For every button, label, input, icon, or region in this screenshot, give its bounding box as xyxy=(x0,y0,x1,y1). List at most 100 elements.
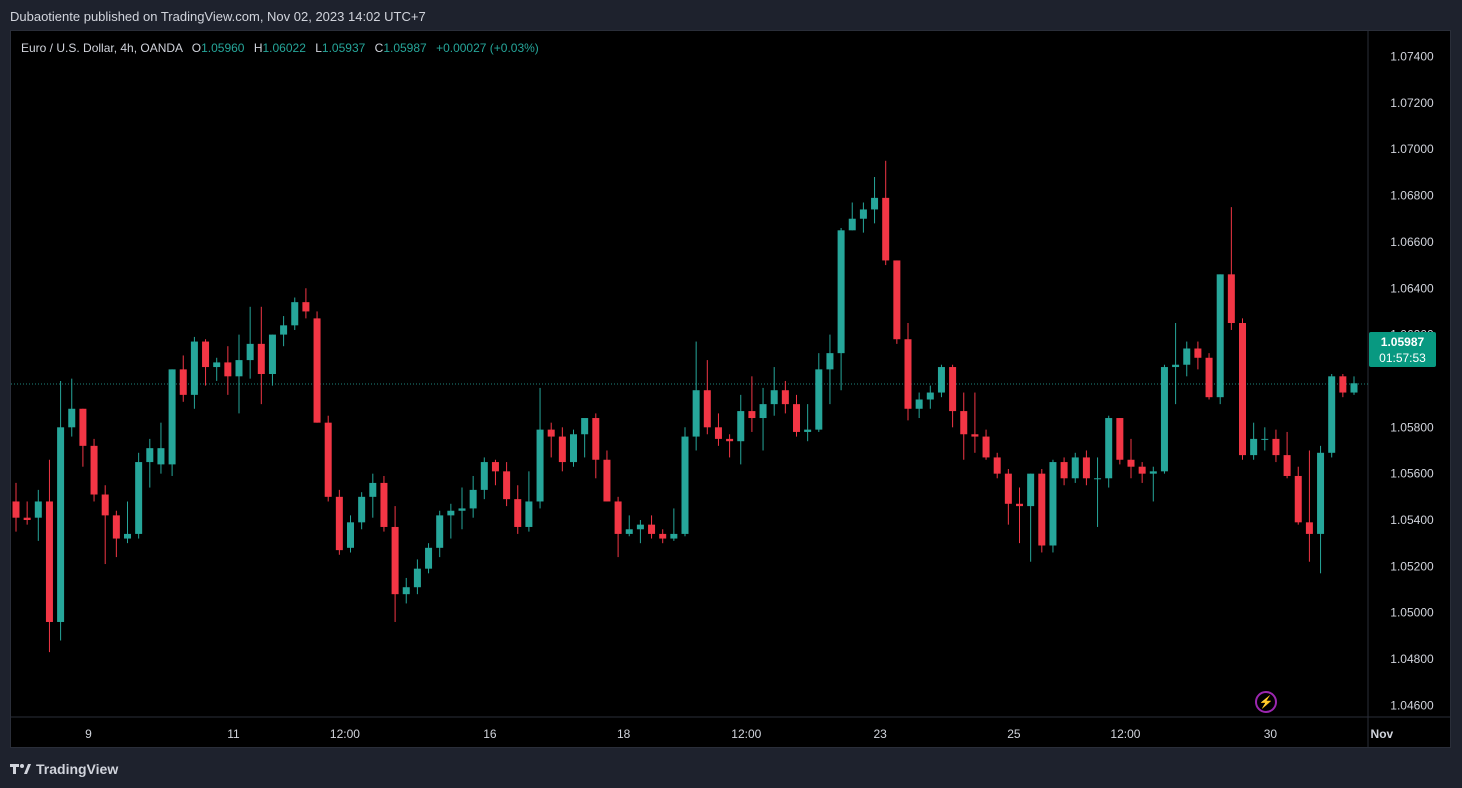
candle-body xyxy=(1105,418,1113,479)
candle-body xyxy=(1272,438,1280,456)
candle-body xyxy=(971,434,979,437)
chart-frame[interactable]: 1.07400 1.07200 1.07000 1.06800 1.06600 1.064… xyxy=(10,30,1451,748)
candle-body xyxy=(480,462,488,490)
candle-body xyxy=(815,369,823,430)
symbol-name[interactable]: Euro / U.S. Dollar, 4h, OANDA xyxy=(21,41,183,55)
candle-body xyxy=(1328,376,1336,453)
footer-brand[interactable]: TradingView xyxy=(10,760,118,778)
candle-body xyxy=(859,209,867,219)
candle-body xyxy=(280,325,288,335)
candle-body xyxy=(347,522,354,548)
candle-body xyxy=(759,404,767,419)
candle-body xyxy=(491,462,499,472)
change-value: +0.00027 (+0.03%) xyxy=(436,41,539,55)
candle-body xyxy=(1294,475,1302,523)
candle-body xyxy=(681,436,689,534)
chart-legend: Euro / U.S. Dollar, 4h, OANDA O1.05960 H… xyxy=(21,41,539,55)
x-tick-label: Nov xyxy=(1371,727,1394,741)
candle-body xyxy=(514,499,522,527)
y-tick-label: 1.04600 xyxy=(1390,698,1434,712)
y-tick-label: 1.07200 xyxy=(1390,96,1434,110)
candle-body xyxy=(436,515,444,548)
x-tick-label: 25 xyxy=(1007,727,1021,741)
candle-body xyxy=(882,197,890,261)
candle-body xyxy=(112,515,120,539)
candle-body xyxy=(235,360,243,377)
candle-body xyxy=(636,524,644,530)
candle-body xyxy=(960,411,968,435)
candle-body xyxy=(135,462,143,534)
x-tick-label: 12:00 xyxy=(1110,727,1140,741)
candle-body xyxy=(726,438,734,442)
candle-body xyxy=(79,408,87,446)
candle-body xyxy=(402,587,410,595)
candle-body xyxy=(547,429,555,437)
bar-countdown: 01:57:53 xyxy=(1379,351,1426,365)
current-price-label: 1.05987 01:57:53 xyxy=(1369,332,1436,367)
candle-body xyxy=(45,501,53,622)
candle-body xyxy=(369,482,377,497)
candle-body xyxy=(1149,471,1157,474)
x-tick-label: 9 xyxy=(85,727,92,741)
candle-body xyxy=(1160,367,1168,472)
candle-body xyxy=(536,429,544,502)
candle-body xyxy=(101,494,109,516)
candle-body xyxy=(937,367,945,393)
candle-body xyxy=(893,260,901,340)
candle-body xyxy=(625,529,633,534)
candle-body xyxy=(592,418,600,460)
close-label: C xyxy=(374,41,384,55)
candle-body xyxy=(447,510,455,516)
candle-body xyxy=(313,318,321,423)
candlestick-chart[interactable]: 1.07400 1.07200 1.07000 1.06800 1.06600 1.064… xyxy=(11,31,1450,747)
candle-body xyxy=(648,524,656,534)
candle-body xyxy=(179,369,187,395)
candle-body xyxy=(1138,466,1146,474)
y-tick-label: 1.05600 xyxy=(1390,467,1434,481)
y-tick-label: 1.05000 xyxy=(1390,606,1434,620)
candle-body xyxy=(1183,348,1191,365)
x-tick-label: 16 xyxy=(483,727,497,741)
candle-body xyxy=(1116,418,1124,460)
candle-body xyxy=(1027,473,1035,507)
candle-body xyxy=(871,197,879,210)
candle-body xyxy=(34,501,42,518)
candle-body xyxy=(1049,462,1057,546)
open-label: O xyxy=(191,41,202,55)
candle-body xyxy=(425,547,433,569)
candle-body xyxy=(703,390,711,428)
candle-body xyxy=(268,334,276,374)
x-tick-label: 12:00 xyxy=(330,727,360,741)
candle-body xyxy=(1060,462,1068,479)
y-tick-label: 1.07400 xyxy=(1390,49,1434,63)
y-tick-label: 1.05400 xyxy=(1390,513,1434,527)
candle-body xyxy=(469,489,477,509)
candle-body xyxy=(1016,503,1023,507)
candle-body xyxy=(380,482,388,527)
published-text: Dubaotiente published on TradingView.com… xyxy=(10,9,426,24)
candle-body xyxy=(57,427,65,622)
candle-body xyxy=(949,367,957,412)
candle-body xyxy=(848,218,856,231)
candle-body xyxy=(68,408,76,428)
candle-body xyxy=(826,353,834,370)
candle-body xyxy=(124,533,131,539)
candle-body xyxy=(993,457,1001,474)
candle-body xyxy=(1004,473,1012,504)
candle-body xyxy=(224,362,232,377)
candle-body xyxy=(391,526,399,595)
y-tick-label: 1.05200 xyxy=(1390,559,1434,573)
candle-body xyxy=(257,343,265,374)
candle-body xyxy=(692,390,700,437)
y-tick-label: 1.07000 xyxy=(1390,142,1434,156)
current-price: 1.05987 xyxy=(1380,335,1425,349)
candle-body xyxy=(525,501,533,527)
candle-body xyxy=(90,445,98,495)
candle-body xyxy=(659,533,667,539)
lightning-icon[interactable]: ⚡ xyxy=(1255,691,1277,713)
candle-body xyxy=(1038,473,1046,546)
x-tick-label: 18 xyxy=(617,727,631,741)
candle-body xyxy=(335,496,343,551)
candle-body xyxy=(12,501,20,518)
candle-body xyxy=(1339,376,1347,393)
